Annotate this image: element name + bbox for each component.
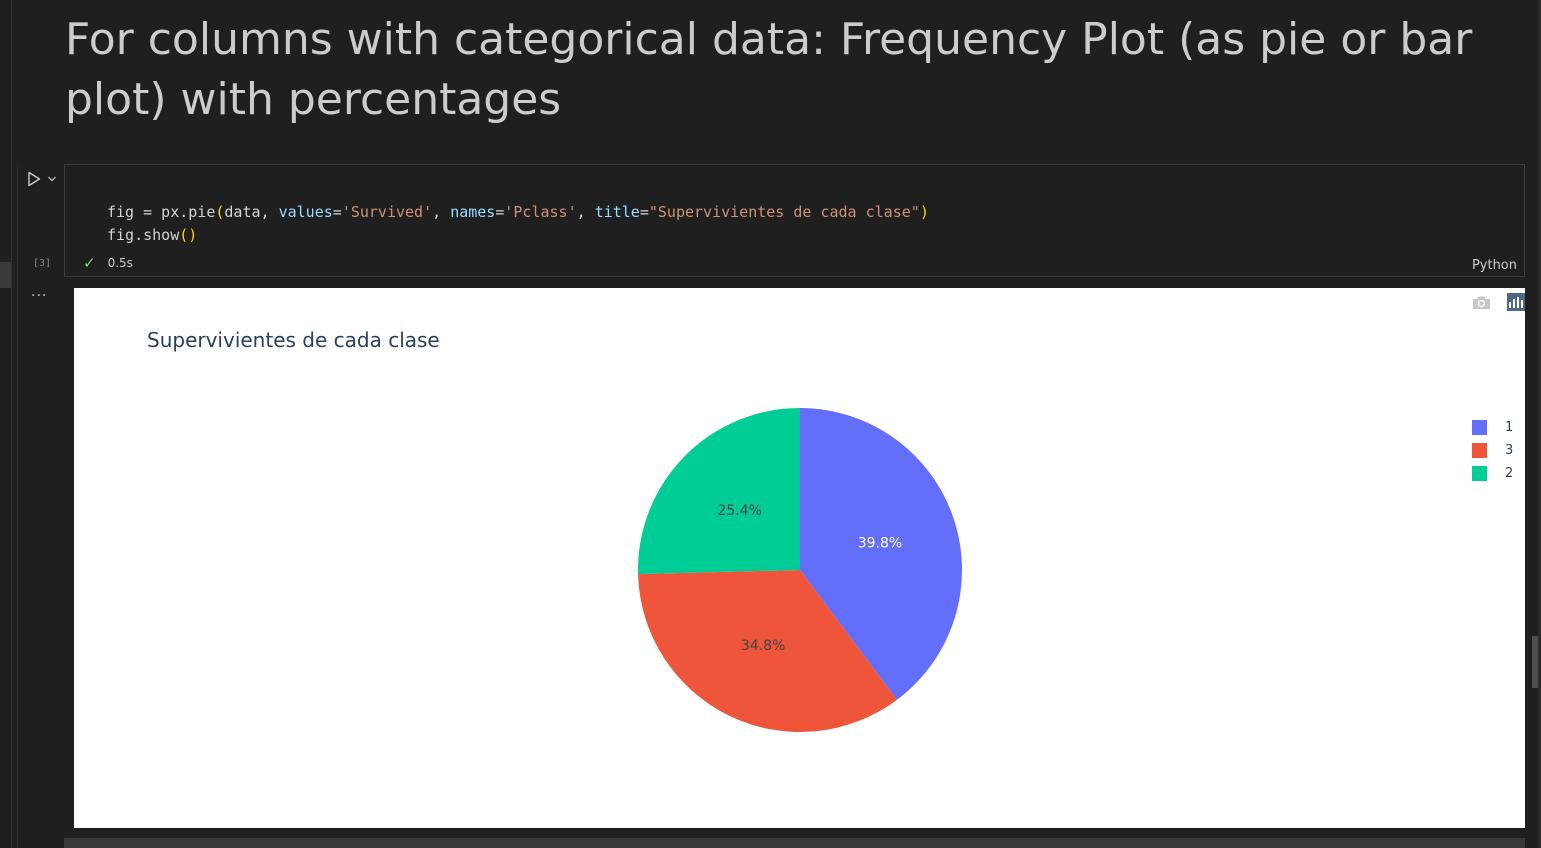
slice-label-1: 39.8%: [858, 535, 902, 551]
chevron-down-icon[interactable]: [47, 175, 57, 183]
camera-icon[interactable]: [1471, 293, 1491, 311]
language-selector[interactable]: Python: [1471, 258, 1517, 273]
legend-label: 3: [1505, 443, 1514, 458]
output-more-actions-button[interactable]: ···: [31, 288, 48, 304]
legend-swatch: [1472, 443, 1487, 458]
code-line-1: fig = px.pie(data, values='Survived', na…: [107, 203, 929, 221]
legend-item-2[interactable]: 2: [1472, 462, 1513, 485]
code-line-2: fig.show(): [107, 226, 198, 244]
legend-label: 1: [1505, 420, 1514, 435]
cell-focus-indicator: [0, 262, 11, 288]
run-cell-button[interactable]: [27, 169, 61, 189]
legend-item-1[interactable]: 1: [1472, 416, 1513, 439]
legend-swatch: [1472, 466, 1487, 481]
code-cell-editor[interactable]: fig = px.pie(data, values='Survived', na…: [64, 164, 1525, 277]
plot-output: 39.8% 34.8% 25.4% Supervivientes de cada c…: [74, 288, 1525, 828]
gutter-line: [11, 0, 12, 848]
chart-title: Supervivientes de cada clase: [147, 328, 440, 352]
play-icon: [28, 171, 41, 187]
slice-label-2: 25.4%: [717, 503, 761, 519]
legend-item-3[interactable]: 3: [1472, 439, 1513, 462]
execution-count: [3]: [33, 258, 52, 269]
pie-slice-3[interactable]: [638, 570, 897, 732]
slice-label-3: 34.8%: [741, 638, 785, 654]
legend-swatch: [1472, 420, 1487, 435]
cell-gutter-line: [17, 165, 18, 848]
chart-legend: 1 3 2: [1472, 416, 1513, 485]
vertical-scrollbar-thumb[interactable]: [1532, 636, 1541, 688]
legend-label: 2: [1505, 466, 1514, 481]
markdown-heading: For columns with categorical data: Frequ…: [65, 14, 1473, 125]
pie-slice-1[interactable]: [800, 408, 962, 700]
plot-modebar: [1471, 293, 1525, 311]
scrollbar-track: [1538, 0, 1541, 848]
pie-slice-2[interactable]: [637, 408, 800, 575]
cell-status: ✓ 0.5s: [83, 255, 133, 271]
plotly-logo-icon[interactable]: [1507, 293, 1525, 311]
execution-duration: 0.5s: [107, 256, 133, 270]
code-text[interactable]: fig = px.pie(data, values='Survived', na…: [107, 201, 929, 247]
pie-chart: 39.8% 34.8% 25.4%: [637, 408, 962, 732]
check-icon: ✓: [83, 254, 96, 272]
horizontal-scrollbar[interactable]: [64, 838, 1525, 848]
